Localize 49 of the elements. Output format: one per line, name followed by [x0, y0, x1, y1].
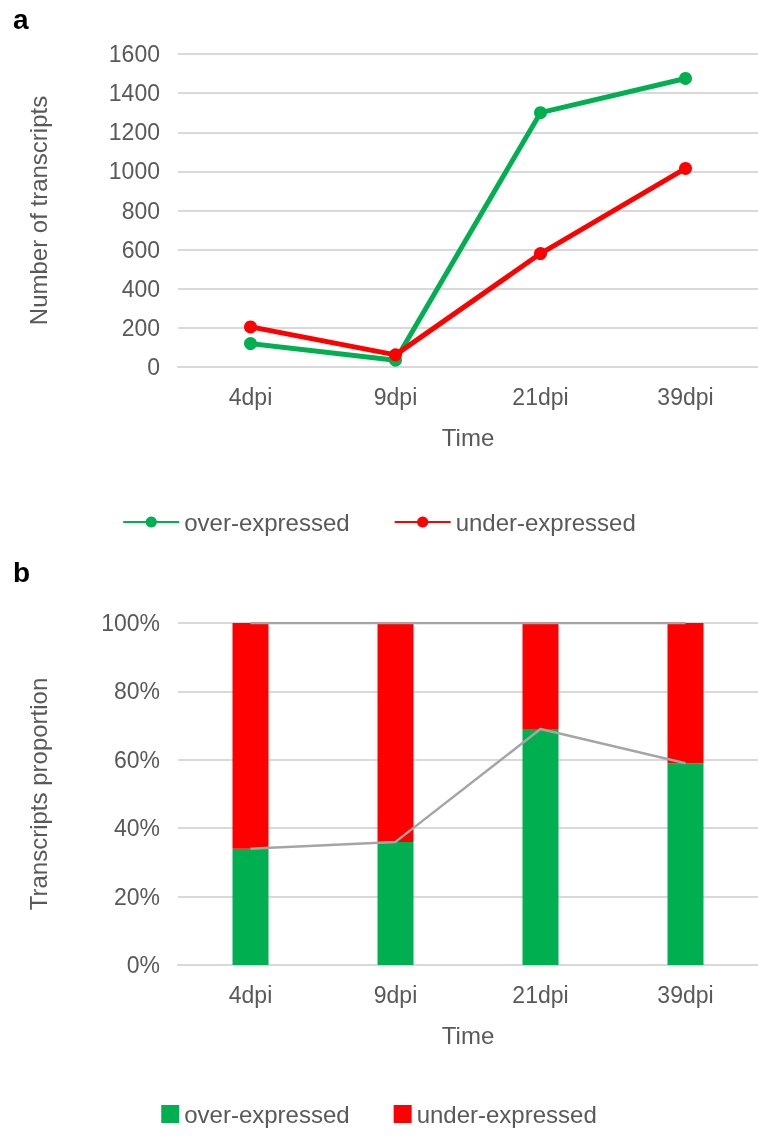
y-tick-label: 600 [121, 236, 160, 263]
bar [667, 763, 704, 965]
y-tick-label: 60% [113, 746, 160, 773]
chart-title: b [13, 556, 31, 588]
y-tick-label: 80% [113, 678, 160, 705]
y-tick-label: 20% [113, 883, 160, 910]
y-tick-label: 40% [113, 815, 160, 842]
x-axis-title: Time [441, 1021, 495, 1049]
x-tick-label: 4dpi [228, 383, 273, 410]
bar [232, 848, 269, 965]
bar [667, 623, 704, 764]
y-axis-title: Transcripts proportion [24, 677, 52, 911]
y-tick-label: 0 [147, 354, 160, 380]
point [389, 348, 402, 362]
y-tick-label: 1600 [108, 41, 160, 67]
x-tick-label: 39dpi [657, 981, 714, 1008]
legend-label: under-expressed [416, 1100, 597, 1128]
bar [377, 841, 414, 965]
bar [522, 729, 559, 965]
x-tick-label: 21dpi [512, 981, 569, 1008]
x-tick-label: 39dpi [657, 383, 714, 410]
y-tick-label: 800 [121, 197, 160, 224]
y-axis-title: Number of transcripts [24, 95, 52, 326]
y-tick-label: 1000 [108, 158, 160, 185]
y-tick-label: 0% [126, 952, 160, 978]
legend-label: under-expressed [455, 508, 636, 536]
y-tick-label: 1200 [108, 119, 160, 146]
chart-title: a [13, 3, 29, 35]
x-tick-label: 9dpi [373, 981, 418, 1008]
line-series [249, 727, 687, 850]
bar [522, 623, 559, 730]
point [244, 320, 257, 334]
x-tick-label: 4dpi [228, 981, 273, 1008]
legend-label: over-expressed [184, 508, 350, 536]
y-tick-label: 400 [121, 275, 160, 302]
x-tick-label: 21dpi [512, 383, 569, 410]
point [244, 337, 257, 351]
y-tick-label: 1400 [108, 80, 160, 107]
bar [377, 623, 414, 842]
legend-label: over-expressed [184, 1100, 350, 1128]
point [679, 161, 692, 175]
y-tick-label: 100% [101, 610, 160, 636]
x-axis-title: Time [441, 423, 495, 451]
y-tick-label: 200 [121, 314, 160, 341]
point [679, 71, 692, 85]
x-tick-label: 9dpi [373, 383, 418, 410]
point [534, 247, 547, 261]
point [534, 106, 547, 120]
bar [232, 623, 269, 849]
